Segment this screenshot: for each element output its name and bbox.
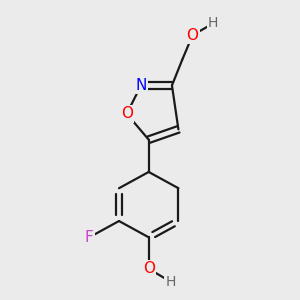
Text: O: O	[121, 106, 133, 121]
Text: O: O	[187, 28, 199, 43]
Text: F: F	[85, 230, 94, 245]
Text: H: H	[166, 275, 176, 289]
Text: H: H	[208, 16, 218, 30]
Text: O: O	[143, 261, 155, 276]
Text: N: N	[135, 78, 147, 93]
